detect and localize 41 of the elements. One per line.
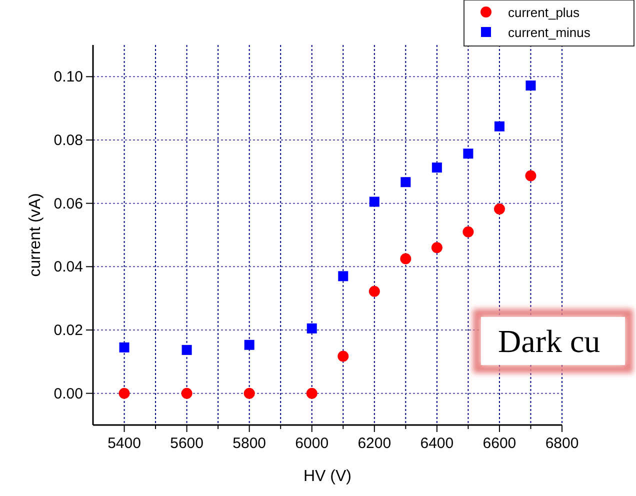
point [400, 177, 411, 188]
point [338, 350, 349, 362]
point [431, 242, 442, 254]
x-tick-label: 6600 [482, 435, 516, 452]
x-tick-label: 5400 [108, 435, 141, 452]
point [368, 286, 380, 297]
point [118, 388, 130, 399]
point [119, 342, 130, 352]
x-tick-label: 5800 [232, 435, 266, 452]
y-axis-title: current (vA) [27, 193, 44, 277]
x-tick-label: 6400 [420, 435, 454, 452]
point [306, 388, 318, 399]
point [182, 344, 192, 355]
point [369, 196, 380, 207]
point [400, 253, 412, 264]
point [526, 80, 536, 91]
y-tick-label: 0.02 [54, 322, 83, 339]
y-tick-label: 0.10 [54, 68, 83, 86]
legend-label: current_plus [508, 5, 580, 20]
point [525, 170, 536, 182]
point [494, 121, 504, 132]
annotation: Dark cu [498, 323, 600, 359]
y-tick-label: 0.00 [54, 385, 83, 402]
x-tick-label: 6000 [295, 435, 329, 452]
x-axis-title: HV (V) [304, 468, 352, 485]
y-tick-label: 0.04 [54, 258, 83, 276]
point [432, 162, 442, 173]
x-tick-label: 6200 [358, 435, 392, 452]
point [463, 148, 474, 159]
point [462, 226, 474, 238]
point [244, 340, 254, 350]
point [244, 388, 255, 399]
legend-label: current_minus [508, 25, 591, 40]
y-tick-label: 0.06 [54, 195, 83, 212]
point [306, 323, 317, 334]
y-tick-label: 0.08 [54, 132, 83, 149]
x-tick-label: 6800 [545, 435, 579, 452]
point [181, 388, 192, 399]
point [338, 271, 348, 282]
x-tick-label: 5600 [170, 435, 204, 452]
point [494, 204, 505, 215]
